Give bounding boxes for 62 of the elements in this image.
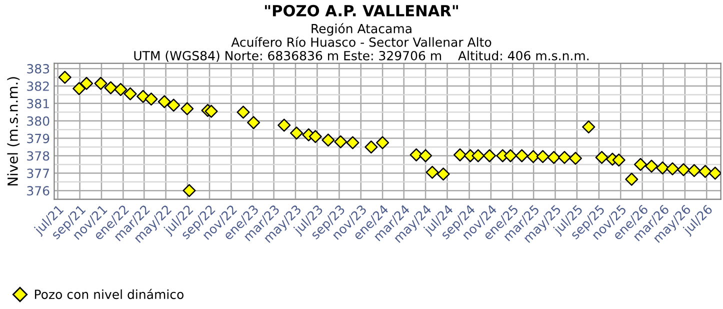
point (182, 184, 196, 198)
point (80, 76, 94, 90)
point (547, 150, 560, 164)
y-tick-label: 376 (27, 186, 50, 196)
point (322, 134, 335, 147)
point (410, 148, 423, 162)
point (72, 82, 86, 96)
y-tick-label: 383 (27, 64, 50, 74)
point (677, 163, 690, 176)
chart-subtitle: Región Atacama Acuífero Río Huasco - Sector Vallenar Alto UTM (WGS84) Norte: 6836836 m Este: 329706 m Altitud: 406 m.s.n.m. (134, 23, 588, 62)
point (158, 95, 171, 108)
point (114, 82, 128, 96)
point (426, 166, 439, 179)
point (104, 81, 118, 94)
point (634, 158, 648, 171)
point (625, 172, 638, 186)
point (595, 150, 608, 164)
point (346, 136, 360, 150)
y-axis-title: Nivel (m.s.n.m.) (7, 77, 20, 186)
point (504, 149, 517, 162)
point (666, 162, 680, 176)
chart-title: "POZO A.P. VALLENAR" (265, 4, 458, 16)
point (688, 164, 701, 178)
point (94, 76, 108, 90)
point (124, 87, 137, 100)
point (708, 166, 721, 180)
point (58, 70, 72, 84)
legend-label: Pozo con nivel dinámico (34, 288, 184, 300)
point (482, 149, 496, 162)
y-tick-label: 380 (27, 116, 50, 126)
point (419, 149, 432, 162)
point (472, 149, 485, 162)
point (290, 126, 304, 140)
point (236, 106, 250, 119)
point (167, 98, 180, 112)
point (180, 102, 194, 116)
point (364, 140, 378, 154)
point (645, 160, 658, 173)
y-tick-label: 382 (27, 81, 49, 91)
point (526, 150, 540, 164)
point (698, 164, 712, 178)
point (278, 118, 291, 132)
point (308, 130, 322, 144)
y-tick-label: 381 (27, 98, 49, 108)
point (247, 116, 260, 130)
point (436, 168, 450, 181)
y-tick-label: 377 (27, 168, 49, 178)
point (582, 120, 596, 134)
point (568, 152, 582, 165)
point (612, 154, 626, 167)
point (144, 92, 158, 106)
point (515, 149, 528, 162)
point (558, 150, 571, 164)
y-tick-label: 379 (27, 134, 50, 144)
point (204, 104, 218, 118)
point (656, 161, 670, 174)
y-tick-label: 378 (27, 151, 50, 161)
point (536, 150, 550, 164)
point (376, 136, 390, 150)
point (136, 90, 150, 103)
point (334, 135, 348, 148)
point (454, 148, 467, 162)
